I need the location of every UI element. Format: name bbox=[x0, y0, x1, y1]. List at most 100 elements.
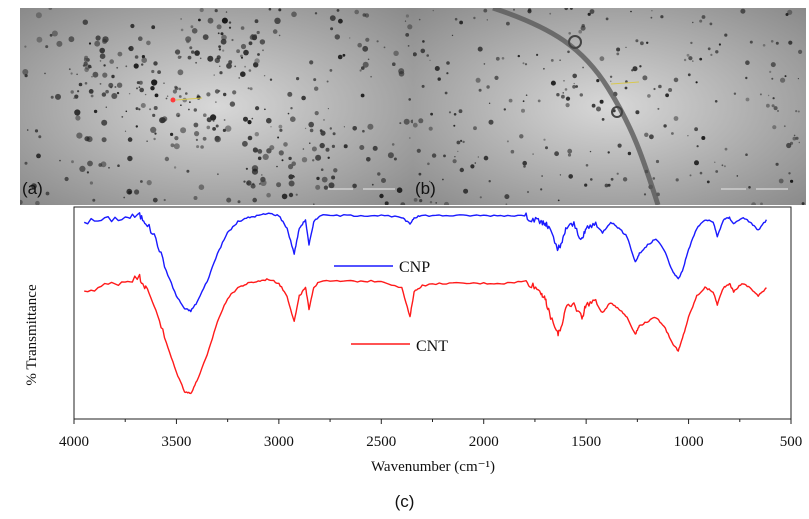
particle bbox=[199, 8, 204, 13]
particle bbox=[247, 120, 252, 125]
particle bbox=[572, 85, 576, 89]
particle bbox=[231, 38, 234, 42]
particle bbox=[190, 25, 194, 29]
particle bbox=[387, 152, 394, 159]
particle bbox=[93, 109, 98, 114]
particle bbox=[90, 94, 94, 98]
particle bbox=[203, 113, 207, 117]
particle bbox=[278, 124, 283, 129]
particle bbox=[446, 61, 450, 65]
particle bbox=[302, 148, 305, 150]
particle bbox=[663, 124, 667, 128]
particle bbox=[419, 199, 423, 203]
particle bbox=[745, 76, 748, 80]
particle bbox=[308, 121, 315, 128]
particle bbox=[572, 73, 577, 79]
particle bbox=[418, 18, 421, 21]
particle bbox=[261, 174, 263, 176]
particle bbox=[240, 43, 247, 50]
particle bbox=[428, 126, 433, 131]
particle bbox=[223, 92, 227, 97]
particle bbox=[446, 72, 449, 75]
particle bbox=[522, 62, 525, 65]
particle bbox=[153, 137, 156, 141]
particle bbox=[144, 93, 147, 96]
particle bbox=[321, 176, 328, 183]
particle bbox=[694, 127, 698, 132]
particle bbox=[653, 87, 656, 91]
particle bbox=[371, 183, 374, 186]
particle bbox=[252, 197, 257, 203]
particle bbox=[316, 176, 320, 181]
particle bbox=[474, 162, 477, 164]
particle bbox=[513, 8, 515, 11]
particle bbox=[362, 45, 369, 52]
measurement-marker bbox=[610, 81, 640, 85]
particle bbox=[255, 106, 260, 111]
particle bbox=[359, 145, 365, 150]
particle bbox=[266, 192, 271, 198]
particle bbox=[675, 178, 679, 182]
particle bbox=[222, 49, 225, 52]
particle bbox=[174, 51, 177, 53]
particle bbox=[139, 87, 144, 93]
particle bbox=[215, 101, 217, 103]
legend: CNP CNT bbox=[334, 259, 448, 355]
particle bbox=[483, 8, 488, 13]
particle bbox=[202, 136, 207, 141]
particle bbox=[457, 150, 459, 153]
particle bbox=[789, 141, 794, 145]
particle bbox=[157, 70, 162, 74]
particle bbox=[240, 26, 245, 30]
particle bbox=[225, 11, 228, 13]
particle bbox=[48, 8, 53, 10]
particle bbox=[673, 116, 679, 121]
particle bbox=[217, 32, 220, 35]
particle bbox=[582, 66, 584, 69]
measurement-marker bbox=[175, 97, 203, 101]
particle bbox=[163, 82, 165, 84]
particle bbox=[84, 82, 88, 85]
particle bbox=[413, 52, 417, 57]
particle bbox=[488, 180, 491, 183]
particle bbox=[647, 94, 651, 98]
particle bbox=[256, 30, 260, 35]
particle bbox=[251, 117, 254, 120]
particle bbox=[146, 40, 151, 46]
particle bbox=[692, 60, 694, 62]
particle bbox=[254, 19, 259, 24]
particle bbox=[24, 45, 27, 48]
particle bbox=[642, 75, 648, 81]
particle bbox=[229, 101, 236, 107]
particle bbox=[543, 138, 546, 141]
particle bbox=[174, 86, 179, 91]
particle bbox=[154, 93, 159, 98]
particle bbox=[336, 9, 340, 12]
particle bbox=[314, 12, 318, 15]
particle bbox=[522, 100, 525, 103]
particle bbox=[537, 99, 541, 103]
particle bbox=[616, 47, 621, 52]
particle bbox=[393, 50, 399, 56]
particle bbox=[175, 49, 181, 55]
particle bbox=[195, 61, 198, 64]
particle bbox=[337, 54, 343, 60]
particle bbox=[263, 75, 266, 77]
particle bbox=[92, 198, 96, 202]
particle bbox=[185, 92, 188, 95]
particle-field bbox=[413, 8, 805, 205]
particle bbox=[724, 33, 728, 37]
particle bbox=[320, 168, 324, 171]
particle bbox=[381, 178, 386, 183]
particle bbox=[545, 146, 548, 150]
particle bbox=[240, 71, 246, 77]
measurement-marker bbox=[170, 97, 176, 103]
particle bbox=[505, 203, 508, 205]
particle bbox=[349, 37, 351, 39]
micrograph-b-image bbox=[413, 8, 806, 205]
particle bbox=[216, 24, 222, 30]
particle bbox=[788, 40, 793, 45]
particle bbox=[279, 128, 283, 132]
particle bbox=[723, 165, 726, 168]
particle bbox=[45, 45, 49, 49]
